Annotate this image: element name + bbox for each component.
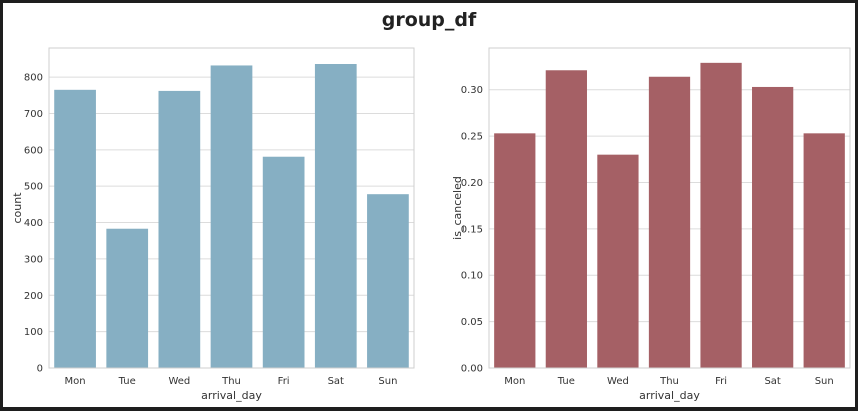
figure: group_df 0 100 200 300 400 500 600 700 800 Mon Tue… <box>3 3 855 407</box>
y-tick-label: 0.30 <box>461 85 483 96</box>
bar-wed <box>597 154 639 368</box>
x-tick-label: Sat <box>764 376 780 387</box>
bar-sun <box>367 194 409 368</box>
y-tick-label: 700 <box>24 109 43 120</box>
chart-1: 0 100 200 300 400 500 600 700 800 Mon Tue Wed Thu Fri… <box>11 47 415 402</box>
y-tick-label: 500 <box>24 182 43 193</box>
y-axis-label: is_canceled <box>451 176 464 240</box>
x-tick-label: Thu <box>659 376 679 387</box>
plot-frame <box>488 47 851 369</box>
y-tick-label: 0.15 <box>461 224 483 235</box>
bar-tue <box>106 228 149 368</box>
y-tick-label: 0.25 <box>461 132 483 143</box>
x-axis-label: arrival_day <box>639 389 700 402</box>
y-tick-label: 800 <box>24 73 43 84</box>
bar-thu <box>210 65 253 369</box>
x-tick-label: Sun <box>378 376 397 387</box>
x-tick-label: Thu <box>221 376 241 387</box>
x-tick-label: Mon <box>504 376 525 387</box>
x-tick-label: Sat <box>328 376 344 387</box>
x-tick-label: Tue <box>118 376 136 387</box>
x-tick-label: Fri <box>715 376 727 387</box>
bar-sat <box>314 64 357 368</box>
bar-fri <box>262 156 305 368</box>
x-tick-label: Wed <box>607 376 629 387</box>
x-tick-label: Fri <box>278 376 290 387</box>
bar-wed <box>158 90 201 368</box>
charts-canvas: 0 100 200 300 400 500 600 700 800 Mon Tue Wed Thu Fri… <box>11 47 851 402</box>
y-tick-label: 0.20 <box>461 178 483 189</box>
x-tick-label: Tue <box>557 376 575 387</box>
bar-sun <box>803 133 845 368</box>
bar-thu <box>648 76 691 368</box>
bar-mon <box>494 133 536 368</box>
bar-mon <box>54 89 96 369</box>
y-tick-label: 0.05 <box>461 317 483 328</box>
figure-title: group_df <box>381 9 477 31</box>
y-tick-label: 300 <box>24 254 43 265</box>
y-tick-label: 0.00 <box>461 364 483 375</box>
y-tick-label: 400 <box>24 218 43 229</box>
x-tick-label: Wed <box>168 376 190 387</box>
y-tick-label: 200 <box>24 291 43 302</box>
y-axis-label: count <box>11 192 24 224</box>
y-tick-label: 0 <box>37 364 43 375</box>
y-tick-label: 0.10 <box>461 271 483 282</box>
plot-frame <box>48 47 415 369</box>
bar-tue <box>545 70 587 369</box>
y-tick-label: 100 <box>24 327 43 338</box>
x-axis-label: arrival_day <box>201 389 262 402</box>
bar-sat <box>752 86 794 369</box>
chart-2: 0.00 0.05 0.10 0.15 0.20 0.25 0.30 Mon Tue Wed Thu… <box>451 47 851 402</box>
bar-fri <box>700 62 742 369</box>
x-tick-label: Sun <box>815 376 834 387</box>
x-tick-label: Mon <box>65 376 86 387</box>
y-tick-label: 600 <box>24 145 43 156</box>
